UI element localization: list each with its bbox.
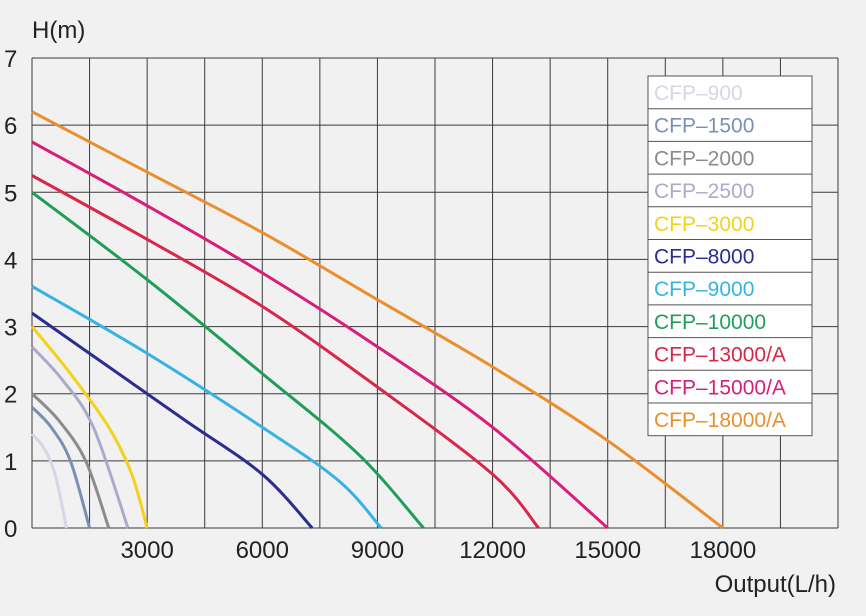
legend-entry: CFP–8000 [654,246,754,269]
series-line [31,110,724,530]
series-line [30,392,111,529]
curves [30,110,724,530]
legend-entry: CFP–15000/A [654,376,786,399]
series-line [30,345,130,529]
series-line [30,432,68,529]
y-tick-label: 4 [4,247,17,274]
x-tick-label: 18000 [689,537,756,564]
y-tick-label: 0 [4,516,17,543]
x-tick-label: 12000 [459,537,526,564]
legend-entry: CFP–13000/A [654,344,786,367]
y-tick-label: 1 [4,449,17,476]
legend-entry: CFP–2500 [654,180,754,203]
y-axis-title: H(m) [32,17,85,44]
y-tick-labels: 0 1 2 3 4 5 6 7 [4,46,17,543]
x-tick-label: 3000 [120,537,173,564]
legend-entry: CFP–18000/A [654,409,786,432]
legend-entry: CFP–900 [654,82,743,105]
y-tick-label: 6 [4,113,17,140]
legend: CFP–900 CFP–1500 CFP–2000 CFP–2500 CFP–3000 C… [647,75,813,437]
series-line [31,174,540,529]
y-tick-label: 2 [4,382,17,409]
y-tick-label: 5 [4,180,17,207]
series-line [31,285,383,530]
x-axis-title: Output(L/h) [715,571,836,598]
series-line [30,325,149,529]
legend-entry: CFP–9000 [654,278,754,301]
y-tick-label: 7 [4,46,17,73]
legend-entry: CFP–1500 [654,115,754,138]
x-tick-label: 9000 [351,537,404,564]
legend-entry: CFP–3000 [654,213,754,236]
y-tick-label: 3 [4,315,17,342]
x-tick-label: 6000 [236,537,289,564]
legend-entry: CFP–10000 [654,311,766,334]
legend-box [647,75,813,437]
series-line [31,140,609,530]
series-line [31,311,314,530]
x-tick-label: 15000 [574,537,641,564]
legend-entry: CFP–2000 [654,147,754,170]
series-line [31,191,425,529]
series-line [30,406,92,529]
x-tick-labels: 3000 6000 9000 12000 15000 18000 [120,537,756,564]
